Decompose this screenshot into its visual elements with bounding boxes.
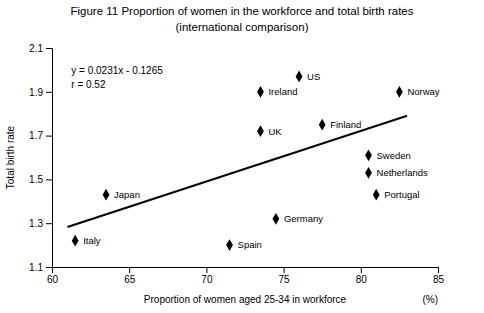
x-axis-title: Proportion of women aged 25-34 in workfo… bbox=[144, 294, 347, 305]
tick-label: 1.3 bbox=[29, 218, 43, 229]
tick-label: 2.1 bbox=[29, 43, 43, 54]
point bbox=[257, 125, 264, 137]
point bbox=[296, 71, 303, 83]
tick: 2.1 bbox=[29, 43, 52, 54]
point-label: US bbox=[307, 71, 320, 82]
tick: 1.5 bbox=[29, 174, 52, 185]
point-label: UK bbox=[268, 126, 282, 137]
point-label: Finland bbox=[330, 119, 361, 130]
tick-label: 80 bbox=[356, 274, 368, 285]
tick-mark bbox=[206, 267, 207, 273]
point-label: Ireland bbox=[268, 86, 297, 97]
point-labels: Italy Japan Spain UK Ireland Germany US Finland… bbox=[83, 71, 440, 251]
tick-label: 1.1 bbox=[29, 262, 43, 273]
point bbox=[373, 189, 380, 201]
point bbox=[365, 149, 372, 161]
marks bbox=[67, 71, 407, 251]
title: Figure 11 Proportion of women in the wor… bbox=[70, 5, 413, 17]
point bbox=[272, 213, 279, 225]
tick: 1.3 bbox=[29, 218, 52, 229]
tick-mark bbox=[361, 267, 362, 273]
tick: 65 bbox=[124, 267, 136, 285]
tick: 75 bbox=[279, 267, 291, 285]
tick: 80 bbox=[356, 267, 368, 285]
annotation: r = 0.52 bbox=[71, 79, 106, 90]
tick-label: 75 bbox=[279, 274, 291, 285]
annotation: y = 0.0231x - 0.1265 bbox=[71, 65, 163, 76]
x-axis: 60 65 70 75 80 85 bbox=[47, 267, 445, 285]
point bbox=[226, 239, 233, 251]
tick-mark bbox=[46, 48, 52, 49]
tick-mark bbox=[46, 136, 52, 137]
tick-mark bbox=[46, 223, 52, 224]
axis-line bbox=[46, 49, 53, 268]
tick: 1.9 bbox=[29, 87, 52, 98]
tick: 1.7 bbox=[29, 130, 52, 141]
tick-mark bbox=[438, 267, 439, 273]
annotations: y = 0.0231x - 0.1265 r = 0.52 bbox=[71, 65, 163, 90]
point bbox=[72, 235, 79, 247]
point bbox=[396, 86, 403, 98]
tick-mark bbox=[46, 92, 52, 93]
point-label: Germany bbox=[284, 213, 323, 224]
point-label: Sweden bbox=[377, 150, 411, 161]
tick-label: 65 bbox=[124, 274, 136, 285]
tick-label: 1.9 bbox=[29, 87, 43, 98]
y-axis: 1.1 1.3 1.5 1.7 1.9 2.1 bbox=[29, 43, 52, 273]
tick-mark bbox=[129, 267, 130, 273]
tick-mark bbox=[46, 267, 52, 268]
tick: 85 bbox=[433, 267, 445, 285]
tick-label: 85 bbox=[433, 274, 445, 285]
point bbox=[103, 189, 110, 201]
point-label: Italy bbox=[83, 235, 101, 246]
point-label: Japan bbox=[114, 189, 140, 200]
tick: 70 bbox=[201, 267, 213, 285]
point-label: Norway bbox=[407, 86, 439, 97]
point bbox=[257, 86, 264, 98]
tick-label: 70 bbox=[201, 274, 213, 285]
point-label: Netherlands bbox=[377, 167, 428, 178]
plot: 60 65 70 75 80 85 1.1 1.3 1.5 1.7 1.9 2.1 Italy Japan… bbox=[29, 43, 444, 285]
chart: Figure 11 Proportion of women in the wor… bbox=[0, 0, 484, 313]
tick: 60 bbox=[47, 267, 59, 285]
subtitle: (international comparison) bbox=[176, 21, 309, 33]
regression-line bbox=[67, 116, 407, 227]
y-axis-title: Total birth rate bbox=[5, 125, 16, 189]
tick-label: 1.7 bbox=[29, 130, 43, 141]
point-label: Portugal bbox=[384, 189, 419, 200]
tick-label: 60 bbox=[47, 274, 59, 285]
point bbox=[319, 119, 326, 131]
tick: 1.1 bbox=[29, 262, 52, 273]
x-axis-unit: (%) bbox=[422, 294, 438, 305]
tick-mark bbox=[284, 267, 285, 273]
tick-label: 1.5 bbox=[29, 174, 43, 185]
tick-mark bbox=[46, 179, 52, 180]
point-label: Spain bbox=[238, 239, 262, 250]
axis-line bbox=[53, 268, 439, 274]
point bbox=[365, 167, 372, 179]
